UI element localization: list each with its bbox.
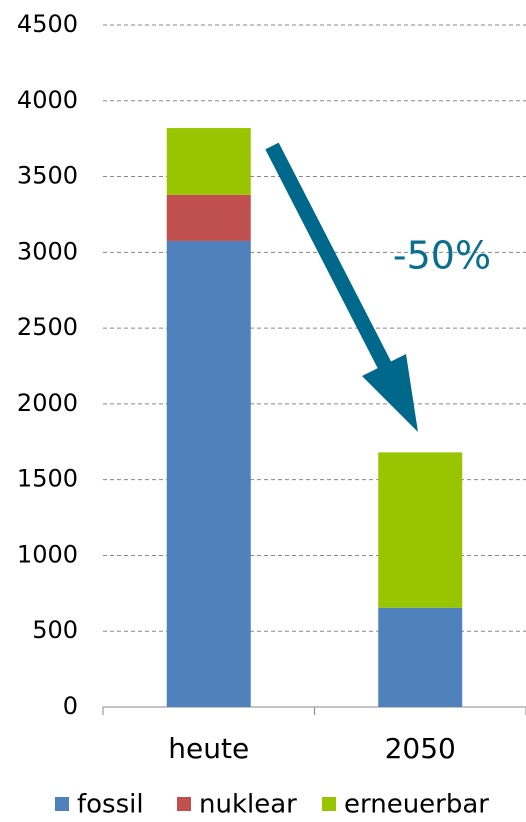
y-tick-label: 1000 (17, 540, 78, 568)
annotation: -50% (393, 234, 491, 278)
legend-swatch (177, 797, 191, 811)
y-tick-label: 2500 (17, 313, 78, 341)
bar-segment (166, 128, 251, 195)
bar-segment (166, 240, 251, 707)
x-tick-label: 2050 (385, 732, 456, 765)
y-tick-label: 3000 (17, 237, 78, 265)
legend-label: fossil (77, 790, 144, 820)
y-tick-label: 4500 (17, 10, 78, 38)
bar-segment (166, 194, 251, 241)
bar-segment (378, 452, 463, 608)
x-tick-label: heute (168, 732, 249, 765)
y-tick-label: 0 (63, 692, 78, 720)
bar-segment (378, 607, 463, 707)
legend-swatch (322, 797, 336, 811)
y-tick-label: 3500 (17, 162, 78, 190)
y-tick-label: 1500 (17, 465, 78, 493)
y-tick-label: 500 (32, 616, 78, 644)
y-tick-label: 4000 (17, 86, 78, 114)
arrow-head (362, 354, 418, 432)
legend-label: nuklear (199, 790, 297, 820)
y-tick-label: 2000 (17, 389, 78, 417)
legend-label: erneuerbar (344, 790, 489, 820)
arrow-shaft (265, 142, 393, 372)
legend-swatch (55, 797, 69, 811)
